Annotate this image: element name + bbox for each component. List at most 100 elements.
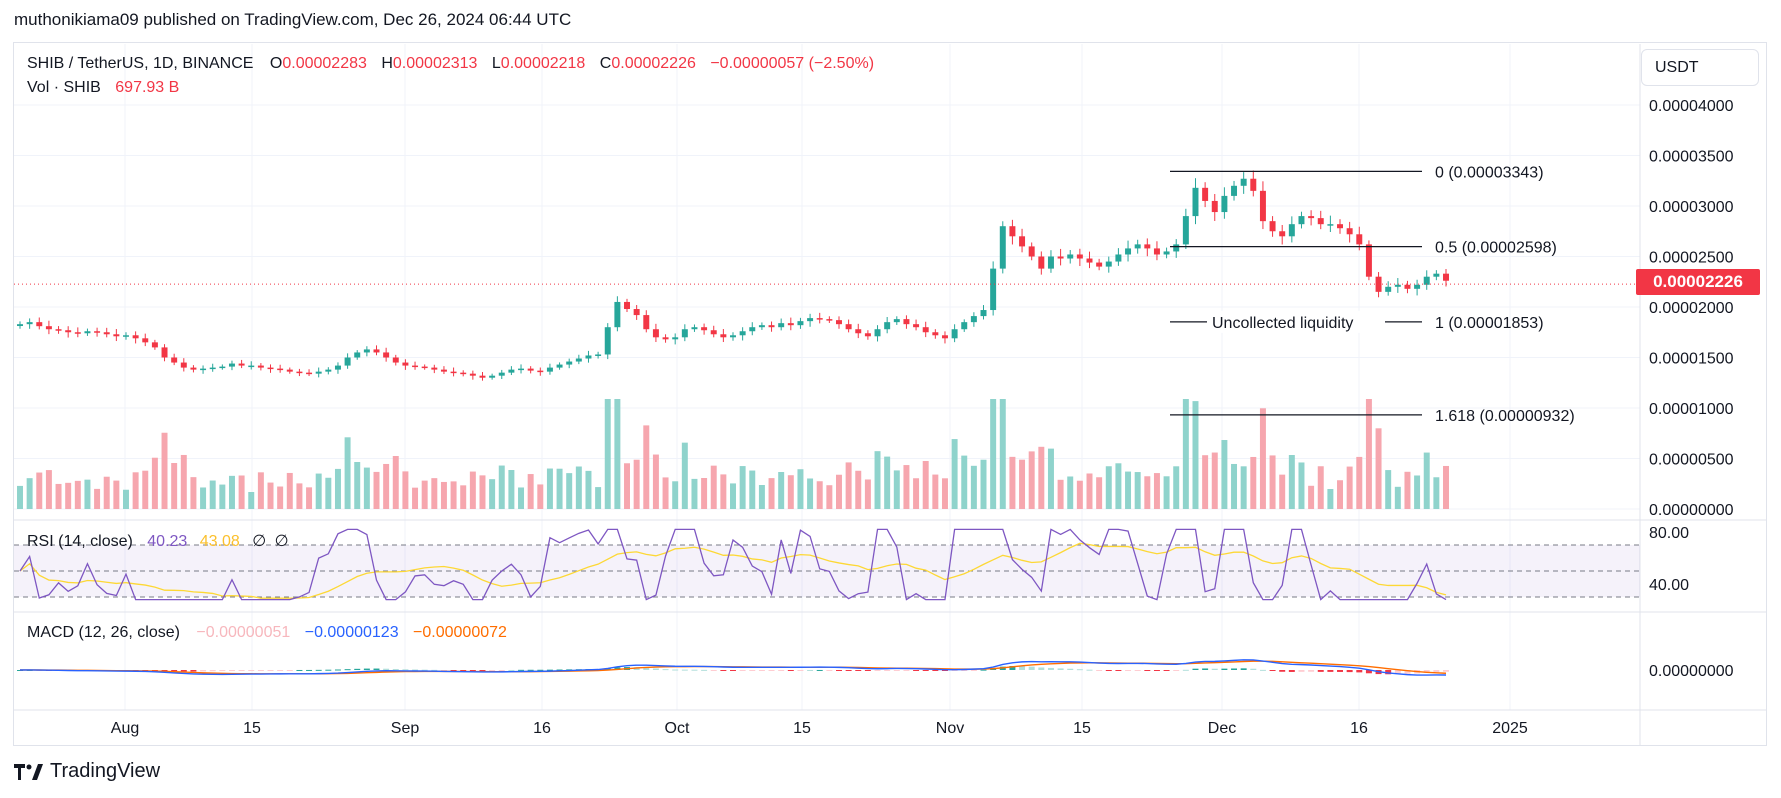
candle [209,367,216,370]
macd-hist-bar [797,670,804,671]
macd-legend[interactable]: MACD (12, 26, close) −0.00000051 −0.0000… [27,624,511,642]
rsi-tick: 40.00 [1649,577,1689,594]
volume-bar [614,399,621,509]
volume-bar [874,451,881,509]
macd-hist-bar [354,668,361,670]
volume-bar [1443,465,1449,509]
candle [893,319,900,323]
candle [662,337,669,340]
rsi-empty-1: ∅ [252,533,267,550]
macd-hist-bar [161,670,168,671]
candle [151,342,158,348]
candle [1192,187,1199,217]
volume-bar [855,470,862,509]
macd-hist-bar [450,670,457,671]
volume-bar [450,481,457,509]
macd-hist-bar [363,668,370,670]
volume-bar [672,481,679,509]
volume-bar [55,483,62,509]
candle [363,349,370,353]
volume-bar [1385,470,1392,509]
volume-bar [1308,485,1315,509]
price-axis: 0.00004000 0.00003500 0.00003000 0.00002500… [1649,98,1734,680]
volume-bar [267,482,274,509]
volume-bar [797,469,804,509]
macd-hist-bar [1086,669,1093,671]
candle [1144,244,1151,249]
volume-bar [508,470,515,509]
macd-hist-bar [1076,669,1083,671]
candle [180,362,187,368]
macd-hist-bar [1356,670,1363,673]
candle [1404,284,1411,289]
volume-bar [893,470,900,509]
macd-hist-bar [1365,670,1372,674]
tradingview-logo[interactable]: TradingView [14,760,160,783]
candle [460,372,467,375]
candle [624,301,631,310]
time-tick: Dec [1208,720,1236,737]
macd-hist-bar [710,670,717,671]
volume-bar [238,475,245,509]
volume-bar [662,477,669,509]
macd-hist-bar [489,670,496,671]
volume-bar [652,454,659,509]
candle [1163,251,1170,255]
volume-bar [1105,466,1112,509]
candle [990,268,997,311]
candle [970,316,977,323]
volume-bar [691,478,698,509]
volume-bar [681,442,688,509]
candle [296,371,303,374]
volume-bar [383,463,390,509]
candle [200,368,207,371]
volume-bar [941,478,948,509]
macd-hist-bar [768,670,775,671]
candle [691,327,698,330]
volume-bar [749,470,756,509]
candle [1433,273,1440,277]
macd-hist-bar [807,669,814,671]
candle [913,324,920,328]
macd-hist-bar [1240,668,1247,670]
volume-bar [363,467,370,509]
volume-bar [643,425,650,509]
macd-hist-bar [903,670,910,671]
macd-signal-value: −0.00000072 [413,624,507,641]
macd-hist-bar [1443,670,1449,672]
macd-hist-bar [383,668,390,670]
rsi-legend[interactable]: RSI (14, close) 40.23 43.08 ∅ ∅ [27,531,293,551]
candle [807,318,814,322]
candle [903,319,910,325]
volume-bar [990,399,997,509]
macd-hist-bar [1385,670,1392,675]
price-tick: 0.00000000 [1649,502,1734,519]
candle [113,334,120,337]
macd-hist-bar [749,670,756,671]
volume-value: 697.93 B [115,79,180,96]
macd-hist-bar [1423,670,1430,673]
volume-bar [1375,428,1382,509]
candle [373,349,380,353]
macd-hist-bar [1250,668,1257,670]
currency-selector[interactable]: USDT [1641,49,1759,86]
tradingview-wordmark: TradingView [50,760,161,782]
volume-bar [595,487,602,509]
macd-hist-bar [604,668,611,670]
time-tick: 15 [793,720,811,737]
symbol-legend[interactable]: SHIB / TetherUS, 1D, BINANCE O0.00002283… [27,55,878,73]
macd-hist-bar [1163,670,1170,671]
volume-bar [835,474,842,509]
volume-bar [26,478,33,509]
macd-hist-bar [913,670,920,671]
volume-legend[interactable]: Vol · SHIB 697.93 B [27,79,183,97]
candle [614,301,621,328]
volume-bar [277,486,284,509]
volume-bar [932,474,939,509]
candle [864,333,871,337]
volume-bar [257,472,264,509]
candle [932,332,939,336]
price-tick: 0.00001000 [1649,401,1734,418]
macd-hist-bar [286,670,293,671]
